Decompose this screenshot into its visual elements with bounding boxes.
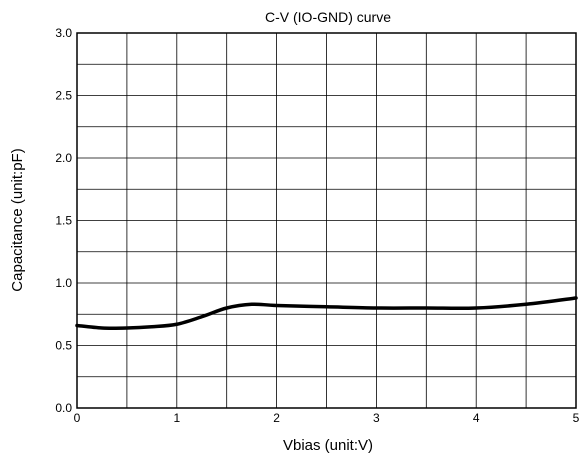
x-tick-label: 5 (573, 411, 579, 425)
x-tick-label: 0 (74, 411, 81, 425)
y-tick-label: 0.5 (55, 339, 72, 353)
y-tick-label: 0.0 (55, 401, 72, 415)
x-tick-label: 2 (273, 411, 280, 425)
chart-title: C-V (IO-GND) curve (265, 9, 391, 25)
y-tick-label: 1.5 (55, 214, 72, 228)
grid-lines (77, 33, 576, 408)
y-axis-label: Capacitance (unit:pF) (9, 148, 26, 291)
x-tick-labels: 0 1 2 3 4 5 (74, 411, 579, 425)
x-tick-label: 4 (473, 411, 480, 425)
x-tick-label: 1 (173, 411, 180, 425)
cv-series-line (75, 296, 578, 330)
plot-frame (76, 32, 577, 409)
x-axis-label: Vbias (unit:V) (283, 437, 373, 454)
y-tick-labels: 0.0 0.5 1.0 1.5 2.0 2.5 3.0 (55, 26, 72, 415)
y-tick-label: 1.0 (55, 276, 72, 290)
y-tick-label: 2.0 (55, 151, 72, 165)
series-layer (75, 296, 578, 330)
x-tick-label: 3 (373, 411, 380, 425)
y-tick-label: 3.0 (55, 26, 72, 40)
y-tick-label: 2.5 (55, 89, 72, 103)
